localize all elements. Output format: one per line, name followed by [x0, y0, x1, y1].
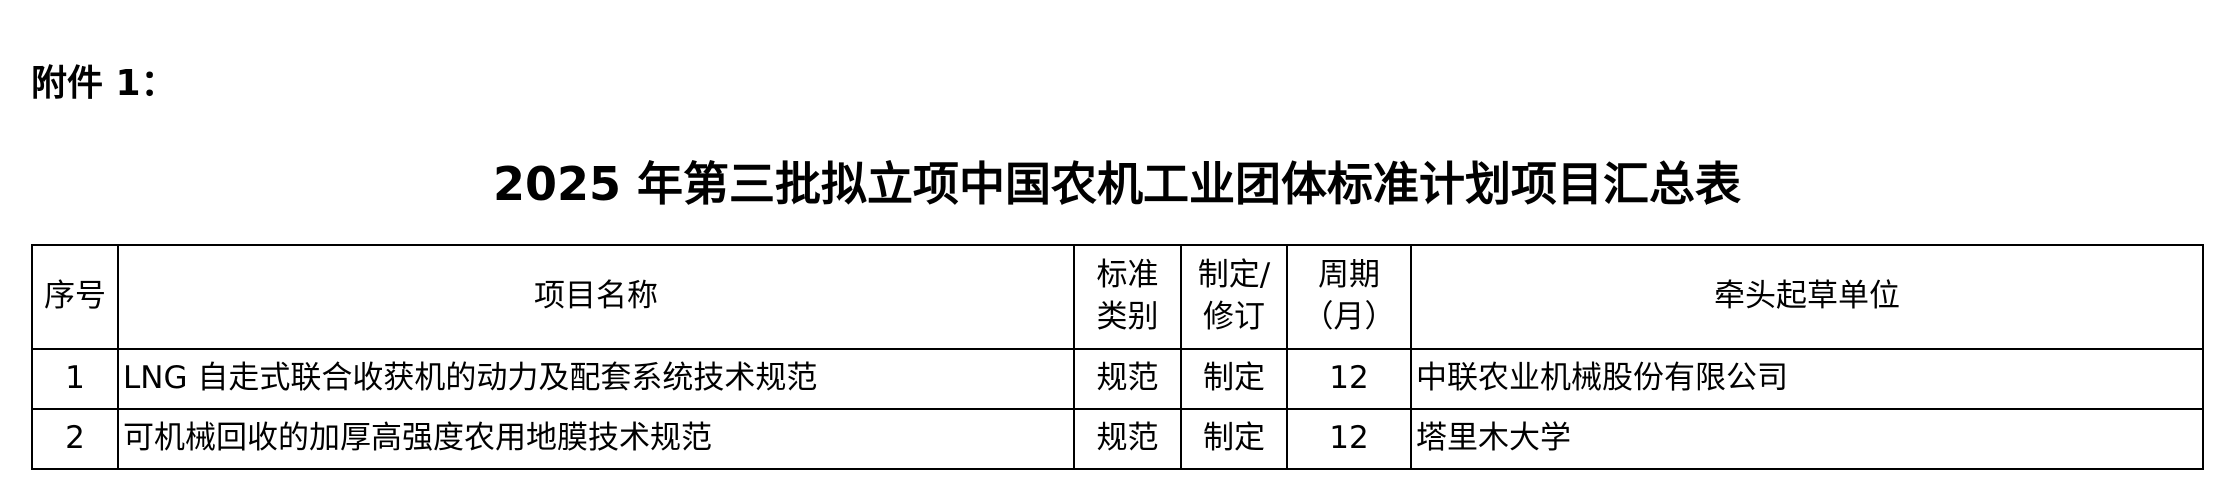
project-table: 序号 项目名称 标准 类别 制定/修订 周期 （月） 牵头起草单位 1 LNG 自走…: [31, 244, 2204, 470]
attachment-label: 附件 1：: [31, 63, 177, 104]
header-period: 周期 （月）: [1286, 244, 1412, 350]
header-name: 项目名称: [117, 244, 1075, 350]
cell-type: 制定: [1180, 408, 1288, 470]
header-no: 序号: [31, 244, 119, 350]
cell-unit: 中联农业机械股份有限公司: [1410, 348, 2204, 410]
header-category: 标准 类别: [1073, 244, 1182, 350]
page-title: 2025 年第三批拟立项中国农机工业团体标准计划项目汇总表: [492, 157, 1742, 211]
cell-period: 12: [1286, 348, 1412, 410]
header-type: 制定/修订: [1180, 244, 1288, 350]
cell-name: 可机械回收的加厚高强度农用地膜技术规范: [117, 408, 1075, 470]
cell-period: 12: [1286, 408, 1412, 470]
cell-name: LNG 自走式联合收获机的动力及配套系统技术规范: [117, 348, 1075, 410]
cell-unit: 塔里木大学: [1410, 408, 2204, 470]
table-header-row: 序号 项目名称 标准 类别 制定/修订 周期 （月） 牵头起草单位: [31, 244, 2204, 350]
cell-category: 规范: [1073, 348, 1182, 410]
cell-type: 制定: [1180, 348, 1288, 410]
cell-no: 2: [31, 408, 119, 470]
table-row: 2 可机械回收的加厚高强度农用地膜技术规范 规范 制定 12 塔里木大学: [31, 408, 2204, 470]
cell-no: 1: [31, 348, 119, 410]
header-unit: 牵头起草单位: [1410, 244, 2204, 350]
table-row: 1 LNG 自走式联合收获机的动力及配套系统技术规范 规范 制定 12 中联农业…: [31, 348, 2204, 410]
cell-category: 规范: [1073, 408, 1182, 470]
